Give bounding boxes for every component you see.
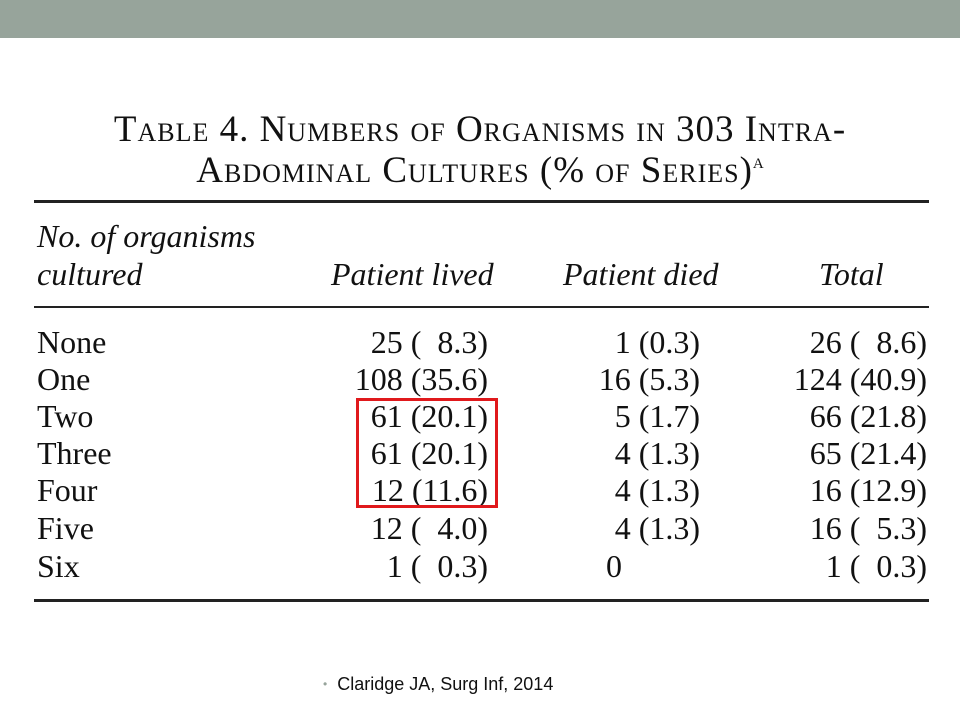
cell-died: 16 (5.3) [598,361,700,397]
cell-died: 5 (1.7) [614,398,700,434]
cell-total: 16 ( 5.3) [809,510,927,546]
header-organisms-line2: cultured [37,256,143,292]
header-rule [34,306,929,308]
cell-lived: 61 (20.1) [370,398,488,434]
row-label: Six [37,548,80,584]
row-label: None [37,324,107,360]
cell-lived: 108 (35.6) [354,361,488,397]
row-label: Two [37,398,94,434]
row-label: Three [37,435,112,471]
table-row: Six 1 ( 0.3) 0 1 ( 0.3) [0,548,960,585]
cell-lived: 61 (20.1) [370,435,488,471]
cell-lived: 12 ( 4.0) [370,510,488,546]
header-patient-lived: Patient lived [331,256,494,292]
cell-died: 4 (1.3) [614,472,700,508]
row-label: Four [37,472,98,508]
top-bar [0,0,960,38]
table-row: Four 12 (11.6) 4 (1.3) 16 (12.9) [0,472,960,509]
table-row: Two 61 (20.1) 5 (1.7) 66 (21.8) [0,398,960,435]
cell-total: 66 (21.8) [809,398,927,434]
bullet-icon: • [323,677,328,691]
table-title-line2-text: Abdominal Cultures (% of Series) [196,150,753,191]
highlight-box [356,398,498,508]
cell-total: 16 (12.9) [809,472,927,508]
citation-text: Claridge JA, Surg Inf, 2014 [337,674,554,694]
row-label: Five [37,510,94,546]
cell-lived: 1 ( 0.3) [386,548,488,584]
table-row: None 25 ( 8.3) 1 (0.3) 26 ( 8.6) [0,324,960,361]
cell-total: 65 (21.4) [809,435,927,471]
table-title-line2: Abdominal Cultures (% of Series)a [0,148,960,192]
header-total: Total [819,256,884,292]
cell-died: 4 (1.3) [614,435,700,471]
title-superscript: a [752,148,764,173]
citation: • Claridge JA, Surg Inf, 2014 [323,674,553,695]
table-title-line1: Table 4. Numbers of Organisms in 303 Int… [113,109,847,150]
row-label: One [37,361,91,397]
bottom-rule [34,599,929,602]
cell-died: 0 [606,548,622,584]
table-row: Five 12 ( 4.0) 4 (1.3) 16 ( 5.3) [0,510,960,547]
cell-lived: 25 ( 8.3) [370,324,488,360]
top-rule [34,200,929,203]
header-organisms-line1: No. of organisms [37,218,256,254]
cell-total: 124 (40.9) [793,361,927,397]
table-row: One 108 (35.6) 16 (5.3) 124 (40.9) [0,361,960,398]
cell-total: 26 ( 8.6) [809,324,927,360]
cell-died: 1 (0.3) [614,324,700,360]
cell-lived: 12 (11.6) [371,472,488,508]
header-patient-died: Patient died [563,256,719,292]
cell-total: 1 ( 0.3) [825,548,927,584]
table-row: Three 61 (20.1) 4 (1.3) 65 (21.4) [0,435,960,472]
cell-died: 4 (1.3) [614,510,700,546]
